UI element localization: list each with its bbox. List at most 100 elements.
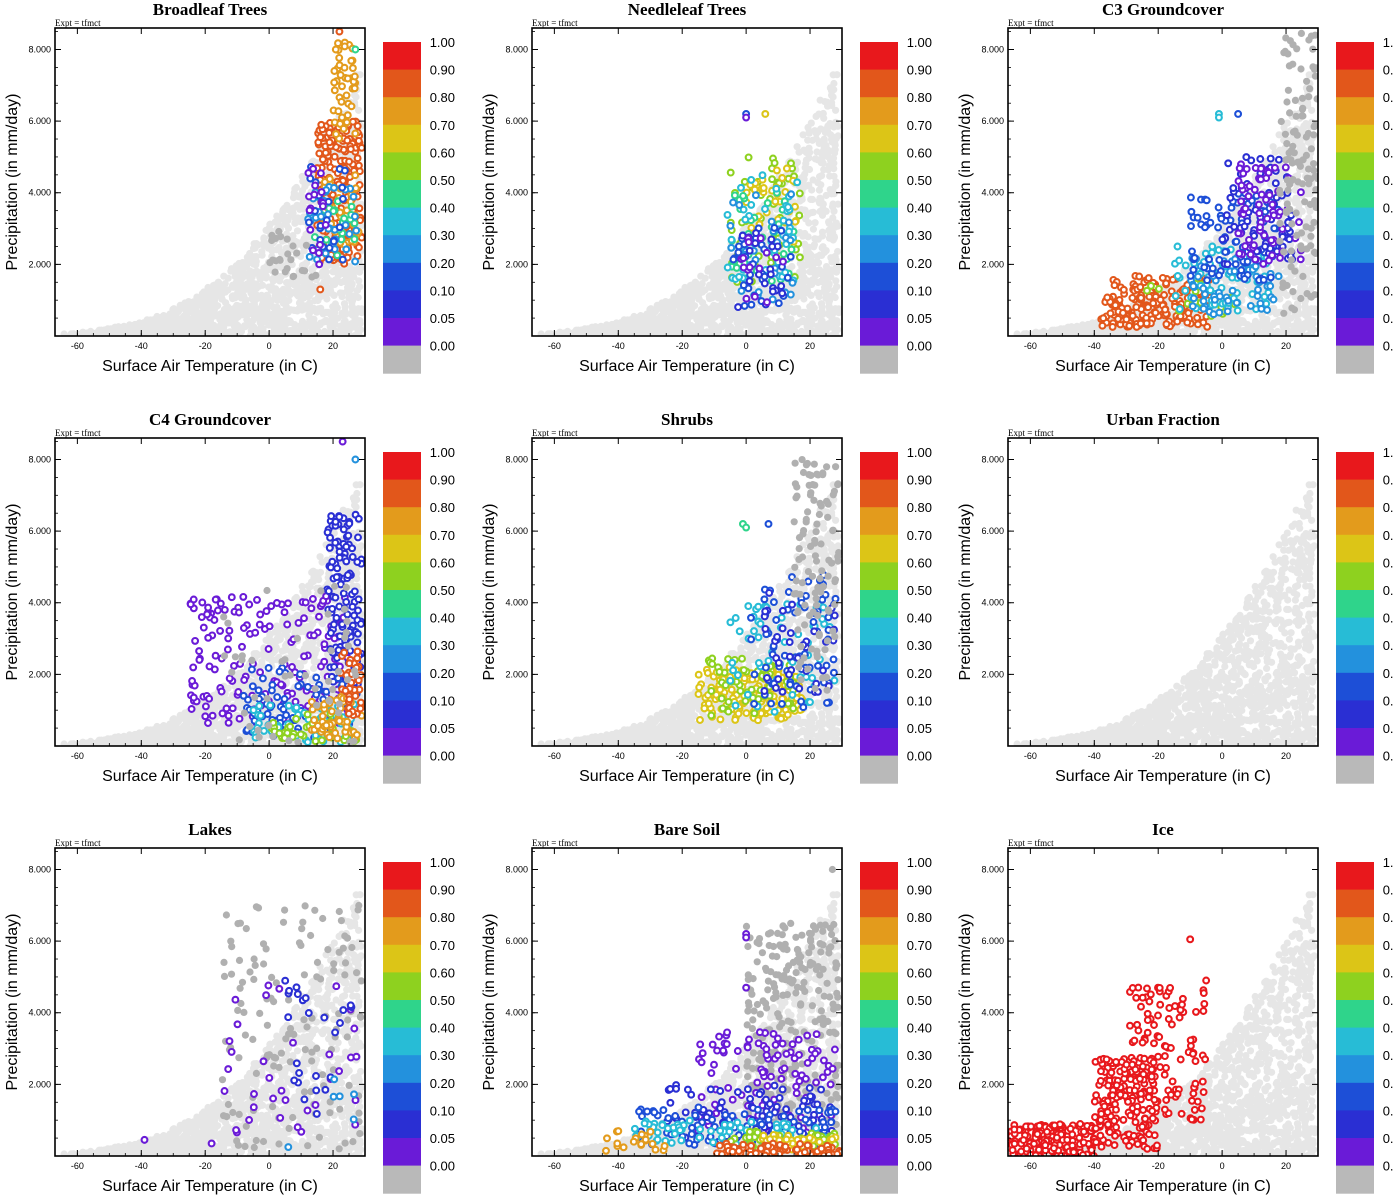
background-point <box>207 310 215 319</box>
colorbar-segment <box>383 124 421 153</box>
background-point <box>204 296 213 304</box>
background-point <box>800 274 808 282</box>
background-point <box>761 256 769 264</box>
background-point <box>114 330 122 336</box>
data-point <box>741 215 750 224</box>
data-point <box>745 277 754 286</box>
background-point <box>259 332 267 336</box>
data-point <box>330 183 338 192</box>
background-point <box>678 301 686 309</box>
data-point <box>351 171 360 180</box>
data-point <box>739 281 748 290</box>
background-point <box>714 294 722 302</box>
colorbar-label: 0.80 <box>430 90 455 105</box>
data-point <box>739 191 748 200</box>
background-point <box>698 288 706 296</box>
background-point <box>230 319 238 327</box>
data-point <box>333 251 342 260</box>
background-point <box>296 216 304 225</box>
background-point <box>822 142 830 150</box>
background-point <box>796 197 804 205</box>
data-point <box>325 243 334 252</box>
data-point <box>783 273 792 282</box>
background-point <box>346 323 354 331</box>
data-point <box>354 243 363 252</box>
background-point <box>293 281 301 289</box>
background-point <box>834 200 842 208</box>
background-point <box>171 324 179 332</box>
background-point <box>726 317 734 325</box>
data-point <box>729 255 738 264</box>
data-point <box>345 157 354 166</box>
background-point <box>265 321 273 329</box>
data-point <box>338 255 347 264</box>
background-point <box>707 319 715 327</box>
colorbar-segment <box>860 290 898 319</box>
colorbar-label: 0.40 <box>907 201 932 216</box>
background-point <box>797 206 806 214</box>
background-point <box>756 318 764 326</box>
background-point <box>818 228 827 236</box>
background-point <box>237 294 245 302</box>
y-axis-label: Precipitation (in mm/day) <box>4 94 21 271</box>
background-point <box>218 295 226 303</box>
background-point <box>1298 142 1306 150</box>
background-point <box>831 305 840 313</box>
background-point <box>815 186 824 194</box>
x-tick-label: -20 <box>199 341 212 351</box>
data-point <box>315 260 324 269</box>
data-point <box>756 234 765 243</box>
background-point <box>242 285 250 293</box>
background-point <box>726 283 734 291</box>
background-point <box>296 205 304 213</box>
data-point <box>338 194 347 203</box>
background-point <box>277 273 285 281</box>
colorbar-label: 0.10 <box>907 283 932 298</box>
colorbar-label: 0.50 <box>907 173 932 188</box>
background-point <box>796 260 804 268</box>
background-point <box>281 289 289 297</box>
background-point <box>85 332 94 336</box>
colorbar-segment <box>383 69 421 98</box>
colorbar-segment <box>860 42 898 71</box>
data-point <box>351 129 360 138</box>
background-point <box>796 310 804 318</box>
data-point <box>302 241 310 249</box>
data-point <box>750 292 759 301</box>
data-point <box>343 74 352 83</box>
data-point <box>768 242 777 251</box>
background-point <box>662 328 671 336</box>
background-point <box>826 172 834 180</box>
expt-label: Expt = tfmct <box>55 18 101 28</box>
background-point <box>832 182 840 190</box>
data-point <box>309 164 318 173</box>
background-point <box>249 270 258 278</box>
data-point <box>316 285 325 294</box>
data-point <box>751 191 760 200</box>
background-point <box>601 324 609 333</box>
background-point <box>822 191 830 200</box>
background-point <box>827 332 835 336</box>
background-point <box>214 302 222 310</box>
background-point <box>831 253 839 261</box>
background-point <box>1100 331 1108 336</box>
background-point <box>804 233 812 241</box>
background-point <box>713 274 722 282</box>
background-point <box>201 301 209 309</box>
background-point <box>658 320 666 328</box>
background-point <box>684 310 692 319</box>
background-point <box>1212 332 1220 336</box>
data-point <box>342 91 351 100</box>
background-point <box>102 329 110 336</box>
data-point <box>772 253 781 262</box>
data-point <box>766 270 775 279</box>
data-point <box>342 245 351 254</box>
background-point <box>816 251 824 259</box>
background-point <box>828 91 836 99</box>
data-point <box>751 239 760 248</box>
data-point <box>346 145 355 154</box>
data-point <box>318 155 327 164</box>
y-tick-label: 8.000 <box>28 44 51 54</box>
background-point <box>183 313 191 321</box>
colorbar-segment <box>383 97 421 126</box>
